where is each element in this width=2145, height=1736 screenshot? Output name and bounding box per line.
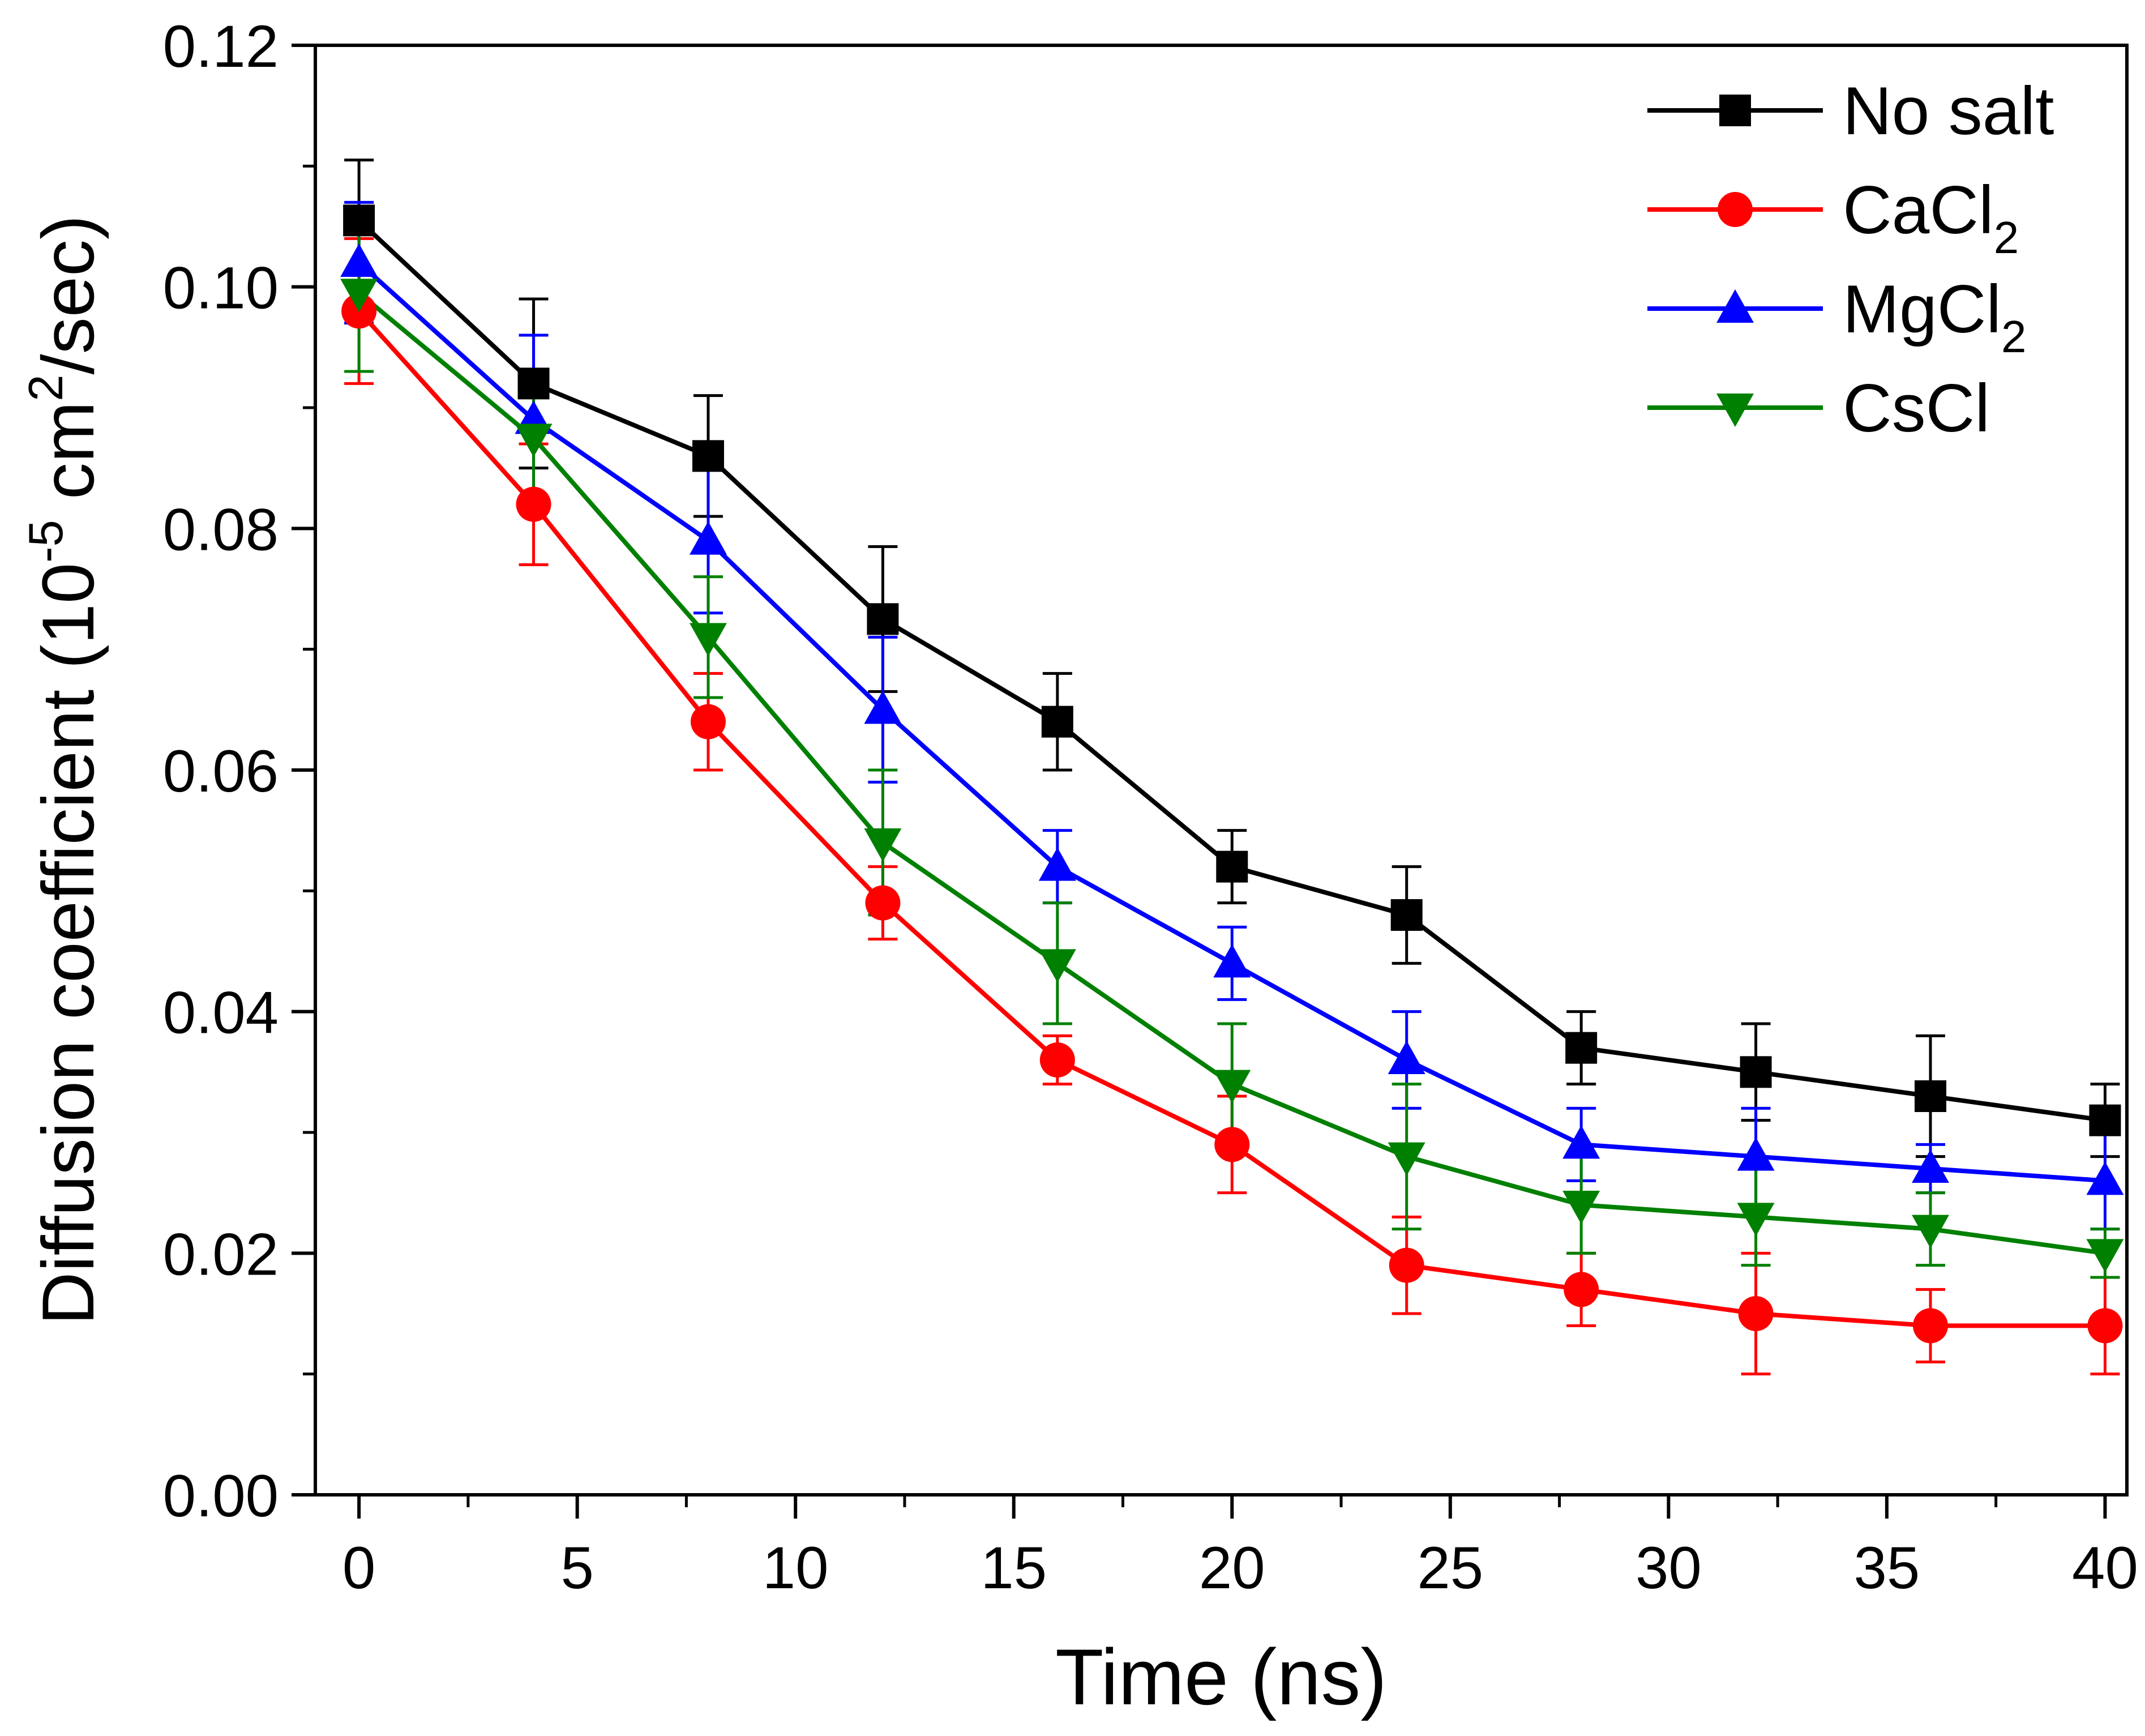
legend-marker-mgcl2 xyxy=(1716,289,1754,323)
data-point-no-salt xyxy=(343,204,375,237)
data-point-no-salt xyxy=(2089,1104,2121,1136)
data-point-cscl xyxy=(689,623,727,657)
legend-label-text: MgCl xyxy=(1843,271,2001,347)
data-point-no-salt xyxy=(1390,899,1423,931)
data-point-cscl xyxy=(864,828,902,862)
y-axis-label-unit: cm xyxy=(27,401,109,520)
y-tick-label: 0.02 xyxy=(163,1221,279,1288)
y-axis-label-exponent-2: 2 xyxy=(19,374,73,401)
axis-ticks xyxy=(292,44,2107,1519)
y-tick-label: 0.08 xyxy=(163,497,279,563)
y-axis-label-end: /sec) xyxy=(27,215,109,375)
data-point-no-salt xyxy=(1740,1056,1772,1088)
y-axis-label-base: Diffusion coefficient (10 xyxy=(27,563,109,1325)
data-point-cscl xyxy=(1213,1070,1251,1104)
data-point-cscl xyxy=(1912,1215,1950,1248)
data-point-cacl2 xyxy=(2087,1308,2123,1344)
tick-labels: 0 5 10 15 20 25 30 35 40 0.00 0.02 0.04 0.06 0.08 0.10… xyxy=(163,14,2138,1601)
data-point-no-salt xyxy=(517,367,550,400)
legend-label-cscl: CsCl xyxy=(1843,370,1990,446)
legend-label-cacl2: CaCl2 xyxy=(1843,172,2019,263)
x-tick-label: 0 xyxy=(342,1535,375,1601)
data-point-cscl xyxy=(1038,949,1076,983)
data-point-cacl2 xyxy=(1564,1272,1599,1307)
x-tick-label: 30 xyxy=(1635,1535,1702,1601)
data-point-cscl xyxy=(1562,1191,1600,1224)
data-point-no-salt xyxy=(1565,1032,1598,1064)
data-point-mgcl2 xyxy=(689,521,727,555)
legend-label-text: No salt xyxy=(1843,73,2054,149)
legend-marker-cacl2 xyxy=(1718,192,1753,227)
data-point-no-salt xyxy=(867,603,899,635)
data-point-cacl2 xyxy=(1913,1308,1949,1344)
data-point-mgcl2 xyxy=(340,243,378,277)
data-point-no-salt xyxy=(1915,1080,1947,1112)
x-tick-label: 35 xyxy=(1854,1535,1920,1601)
legend-label-mgcl2: MgCl2 xyxy=(1843,271,2027,362)
series-markers xyxy=(340,204,2124,1344)
legend-label-subscript: 2 xyxy=(2001,311,2027,362)
legend-label-no-salt: No salt xyxy=(1843,73,2054,149)
data-point-mgcl2 xyxy=(2086,1161,2124,1195)
data-point-cacl2 xyxy=(1389,1247,1424,1283)
data-point-mgcl2 xyxy=(1213,944,1251,978)
data-point-cscl xyxy=(340,279,378,313)
legend-marker-no-salt xyxy=(1719,95,1751,126)
data-point-no-salt xyxy=(1216,850,1248,883)
y-tick-label: 0.00 xyxy=(163,1463,279,1529)
y-axis-label: Diffusion coefficient (10-5 cm2/sec) xyxy=(19,215,109,1325)
plot-frame xyxy=(314,44,2129,1496)
data-point-mgcl2 xyxy=(1737,1137,1775,1171)
legend-label-text: CaCl xyxy=(1843,172,1994,248)
y-tick-label: 0.04 xyxy=(163,980,279,1046)
data-point-cscl xyxy=(2086,1239,2124,1273)
x-tick-label: 40 xyxy=(2072,1535,2138,1601)
data-point-cacl2 xyxy=(1214,1127,1250,1162)
y-tick-label: 0.12 xyxy=(163,14,279,80)
legend-marker-cscl xyxy=(1716,394,1754,427)
legend-label-text: CsCl xyxy=(1843,370,1990,446)
data-point-no-salt xyxy=(692,440,724,472)
data-point-mgcl2 xyxy=(864,690,902,724)
data-point-mgcl2 xyxy=(1562,1125,1600,1159)
data-point-cscl xyxy=(1388,1142,1425,1176)
data-point-cacl2 xyxy=(516,486,551,522)
x-axis-label: Time (ns) xyxy=(1055,1632,1387,1721)
x-tick-label: 5 xyxy=(560,1535,593,1601)
data-point-cscl xyxy=(1737,1203,1775,1237)
data-point-cacl2 xyxy=(865,885,901,921)
y-tick-label: 0.10 xyxy=(163,255,279,322)
legend-label-subscript: 2 xyxy=(1994,212,2019,263)
data-point-cscl xyxy=(515,424,553,457)
data-point-cacl2 xyxy=(1039,1042,1075,1077)
data-point-mgcl2 xyxy=(1038,847,1076,881)
y-axis-label-exponent: -5 xyxy=(19,520,73,563)
data-point-cacl2 xyxy=(1738,1296,1774,1331)
x-tick-label: 25 xyxy=(1417,1535,1483,1601)
x-tick-label: 10 xyxy=(763,1535,829,1601)
y-tick-label: 0.06 xyxy=(163,738,279,805)
x-tick-label: 20 xyxy=(1199,1535,1265,1601)
data-point-mgcl2 xyxy=(1912,1149,1950,1183)
data-point-no-salt xyxy=(1041,705,1073,738)
x-tick-label: 15 xyxy=(981,1535,1047,1601)
data-point-cacl2 xyxy=(690,704,726,739)
data-point-mgcl2 xyxy=(1388,1041,1425,1074)
